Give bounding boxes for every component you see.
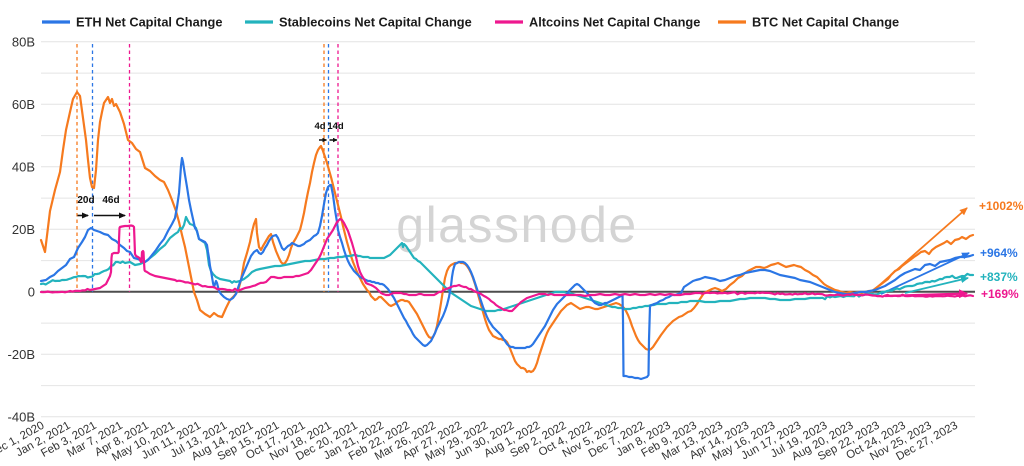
svg-text:40B: 40B <box>12 159 35 174</box>
svg-text:ETH Net Capital Change: ETH Net Capital Change <box>76 15 222 30</box>
svg-text:BTC Net Capital Change: BTC Net Capital Change <box>752 15 899 30</box>
svg-text:0: 0 <box>28 284 35 299</box>
svg-text:+964%: +964% <box>980 246 1018 260</box>
svg-text:14d: 14d <box>327 121 344 132</box>
svg-text:glassnode: glassnode <box>396 197 637 253</box>
svg-text:60B: 60B <box>12 97 35 112</box>
svg-text:Altcoins Net Capital Change: Altcoins Net Capital Change <box>529 15 700 30</box>
svg-text:-40B: -40B <box>8 409 35 424</box>
svg-text:+1002%: +1002% <box>979 199 1024 213</box>
svg-text:+169%: +169% <box>981 287 1019 301</box>
svg-text:20B: 20B <box>12 222 35 237</box>
svg-text:Stablecoins Net Capital Change: Stablecoins Net Capital Change <box>279 15 472 30</box>
svg-text:46d: 46d <box>102 195 119 206</box>
svg-text:-20B: -20B <box>8 347 35 362</box>
svg-text:+837%: +837% <box>980 270 1018 284</box>
svg-text:20d: 20d <box>77 195 94 206</box>
svg-text:80B: 80B <box>12 34 35 49</box>
svg-text:4d: 4d <box>314 121 325 132</box>
